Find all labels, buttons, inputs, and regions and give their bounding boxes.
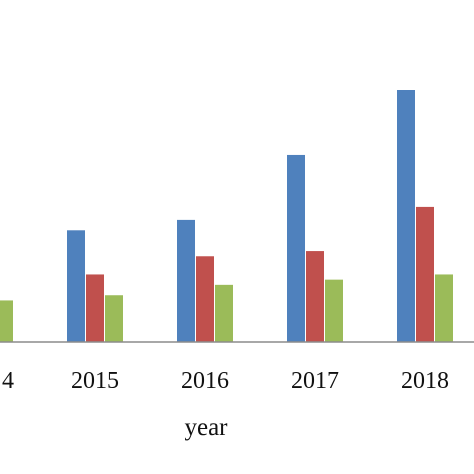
x-tick-label-2018: 2018 [401,368,449,394]
x-tick-label-2014: 4 [2,368,14,394]
bar-series2-2017 [306,251,324,342]
bar-series3-2014 [0,300,13,342]
bars-group [0,90,453,342]
x-axis-title: year [184,414,228,441]
x-tick-label-2015: 2015 [71,368,119,394]
bar-series2-2018 [416,206,434,342]
bar-series3-2016 [215,284,233,342]
bar-series3-2018 [435,274,453,342]
bar-series3-2017 [325,279,343,342]
bar-series1-2016 [177,219,195,342]
bar-series1-2017 [287,154,305,342]
x-tick-label-2017: 2017 [291,368,339,394]
x-tick-label-2016: 2016 [181,368,229,394]
bar-series1-2015 [67,230,85,342]
bar-series3-2015 [105,295,123,342]
bar-series2-2015 [86,274,104,342]
bar-series2-2016 [196,256,214,342]
bar-series1-2018 [397,90,415,342]
x-tick-labels: 4 2015 2016 2017 2018 [2,368,449,394]
